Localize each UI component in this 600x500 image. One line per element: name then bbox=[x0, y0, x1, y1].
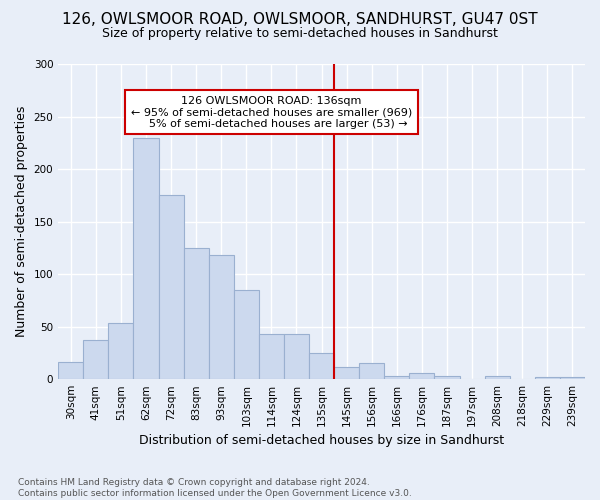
Bar bbox=[309, 353, 334, 379]
Bar bbox=[535, 377, 560, 379]
Bar bbox=[409, 373, 434, 379]
Bar bbox=[359, 364, 385, 379]
Bar bbox=[209, 255, 234, 379]
Bar bbox=[485, 376, 510, 379]
Text: Contains HM Land Registry data © Crown copyright and database right 2024.
Contai: Contains HM Land Registry data © Crown c… bbox=[18, 478, 412, 498]
Bar bbox=[259, 334, 284, 379]
Text: 126 OWLSMOOR ROAD: 136sqm  
← 95% of semi-detached houses are smaller (969)
    : 126 OWLSMOOR ROAD: 136sqm ← 95% of semi-… bbox=[131, 96, 412, 128]
X-axis label: Distribution of semi-detached houses by size in Sandhurst: Distribution of semi-detached houses by … bbox=[139, 434, 504, 448]
Bar bbox=[234, 290, 259, 379]
Bar bbox=[560, 377, 585, 379]
Text: Size of property relative to semi-detached houses in Sandhurst: Size of property relative to semi-detach… bbox=[102, 28, 498, 40]
Bar bbox=[158, 196, 184, 379]
Bar bbox=[284, 334, 309, 379]
Bar bbox=[434, 376, 460, 379]
Bar bbox=[109, 324, 133, 379]
Y-axis label: Number of semi-detached properties: Number of semi-detached properties bbox=[15, 106, 28, 338]
Bar bbox=[58, 362, 83, 379]
Text: 126, OWLSMOOR ROAD, OWLSMOOR, SANDHURST, GU47 0ST: 126, OWLSMOOR ROAD, OWLSMOOR, SANDHURST,… bbox=[62, 12, 538, 28]
Bar bbox=[83, 340, 109, 379]
Bar bbox=[334, 366, 359, 379]
Bar bbox=[385, 376, 409, 379]
Bar bbox=[184, 248, 209, 379]
Bar bbox=[133, 138, 158, 379]
